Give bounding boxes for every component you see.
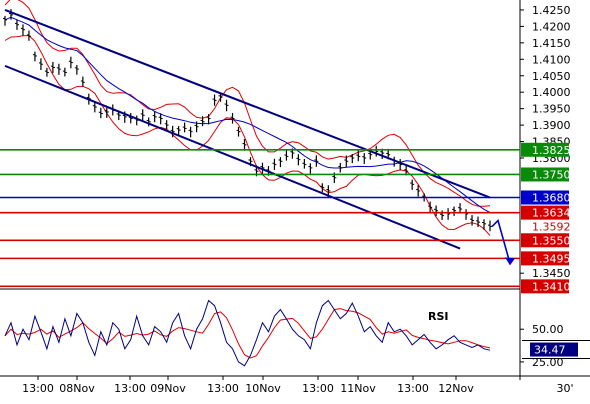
level-label-box [521, 233, 569, 248]
level-label-box [521, 205, 569, 220]
rsi-signal-line [4, 308, 491, 359]
x-tick-label: 13:00 [207, 382, 239, 395]
x-tick-label: 13:00 [397, 382, 429, 395]
x-tick-label: 13:00 [22, 382, 54, 395]
level-label: 1.3680 [532, 192, 571, 205]
price-y-tick-label: 1.3900 [532, 119, 571, 132]
x-tick-label: 12Nov [438, 382, 474, 395]
price-y-tick-label: 1.4100 [532, 53, 571, 66]
price-y-tick-label: 1.4200 [532, 20, 571, 33]
level-label: 1.3750 [532, 168, 571, 181]
price-y-tick-label: 1.3950 [532, 103, 571, 116]
rsi-line [4, 299, 491, 367]
x-tick-label: 08Nov [59, 382, 95, 395]
x-tick-label: 10Nov [245, 382, 281, 395]
level-label: 1.3825 [532, 144, 571, 157]
price-y-tick-label: 1.4050 [532, 70, 571, 83]
forecast-arrow-path [491, 219, 511, 264]
rsi-y-tick-label: 50.00 [532, 323, 564, 336]
level-label-text: 1.3592 [532, 220, 571, 233]
price-y-tick-label: 1.4000 [532, 86, 571, 99]
level-label: 1.3410 [532, 280, 571, 293]
level-label: 1.3495 [532, 252, 571, 265]
level-label-box [521, 190, 569, 205]
rsi-value-label: 34.47 [534, 344, 566, 357]
level-label-box [521, 142, 569, 157]
price-y-tick-label: 1.4250 [532, 4, 571, 17]
x-tick-label: 11Nov [340, 382, 376, 395]
level-label-box [521, 251, 569, 266]
bollinger-lower-band [4, 34, 491, 236]
level-label-box [521, 167, 569, 182]
price-y-tick-label: 1.3450 [532, 267, 571, 280]
level-label: 1.3550 [532, 234, 571, 247]
rsi-panel: 50.00 25.00 RSI 34.47 [4, 299, 590, 369]
x-tick-label: 13:00 [302, 382, 334, 395]
price-y-tick-label: 1.4150 [532, 37, 571, 50]
moving-average-line [4, 16, 491, 213]
channel-upper-line [4, 9, 491, 199]
level-label-box [521, 279, 569, 294]
price-y-axis: 1.4250 1.4200 1.4150 1.4100 1.4050 1.4000 1.39… [520, 4, 571, 280]
price-bars [3, 9, 492, 232]
forecast-arrow-head [505, 257, 515, 266]
x-axis: 13:00 08Nov 13:00 09Nov 13:00 10Nov 13:00 11Nov… [22, 376, 574, 395]
rsi-value-box [530, 342, 578, 357]
rsi-y-tick-label: 25.00 [532, 356, 564, 369]
x-tick-label: 13:00 [114, 382, 146, 395]
rsi-title: RSI [428, 310, 449, 323]
channel-lower-line [4, 64, 461, 250]
x-tick-label: 09Nov [150, 382, 186, 395]
level-label: 1.3634 [532, 207, 571, 220]
timeframe-label: 30' [556, 382, 573, 395]
